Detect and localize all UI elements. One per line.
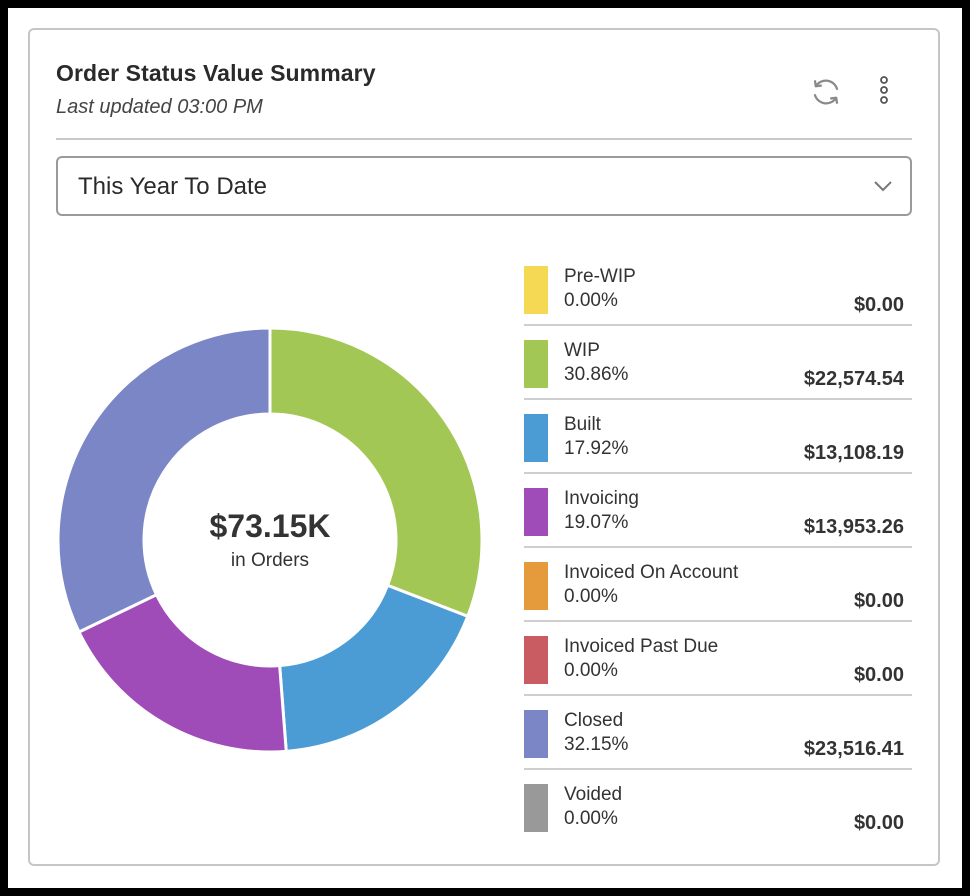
legend-value: $0.00 xyxy=(853,590,904,612)
last-updated-text: Last updated 03:00 PM xyxy=(56,96,263,118)
legend-percent: 19.07% xyxy=(564,512,629,533)
total-orders-value: $73.15K xyxy=(209,508,331,544)
legend-value: $13,953.26 xyxy=(803,516,904,538)
legend-item: WIP 30.86% $22,574.54 xyxy=(524,326,912,400)
legend-value: $23,516.41 xyxy=(803,738,904,760)
widget-title: Order Status Value Summary xyxy=(56,60,376,86)
legend-percent: 17.92% xyxy=(564,438,629,459)
legend-percent: 0.00% xyxy=(564,586,618,607)
legend-item: Built 17.92% $13,108.19 xyxy=(524,400,912,474)
legend-swatch xyxy=(524,562,548,610)
legend-item: Voided 0.00% $0.00 xyxy=(524,770,912,844)
legend-label: Pre-WIP xyxy=(564,266,636,287)
legend-percent: 32.15% xyxy=(564,734,629,755)
legend-label: WIP xyxy=(564,340,600,361)
legend-label: Closed xyxy=(564,710,624,731)
order-status-widget: Order Status Value Summary Last updated … xyxy=(28,28,940,866)
legend-item: Invoiced Past Due 0.00% $0.00 xyxy=(524,622,912,696)
legend-swatch xyxy=(524,784,548,832)
chevron-down-icon xyxy=(874,181,892,192)
legend-swatch xyxy=(524,710,548,758)
legend-label: Voided xyxy=(564,784,623,805)
legend-swatch xyxy=(524,266,548,314)
legend-label: Invoicing xyxy=(564,488,639,509)
legend-percent: 0.00% xyxy=(564,660,618,681)
legend-label: Built xyxy=(564,414,601,435)
chart-legend: Pre-WIP 0.00% $0.00 WIP 30.86% $22,574.54 Buil… xyxy=(524,252,912,844)
date-range-select[interactable]: This Year To Date xyxy=(56,156,912,216)
legend-percent: 30.86% xyxy=(564,364,629,385)
donut-svg xyxy=(56,326,484,754)
legend-swatch xyxy=(524,414,548,462)
legend-value: $22,574.54 xyxy=(803,368,904,390)
donut-slice-wip[interactable] xyxy=(268,326,484,619)
legend-value: $0.00 xyxy=(853,664,904,686)
legend-item: Closed 32.15% $23,516.41 xyxy=(524,696,912,770)
legend-percent: 0.00% xyxy=(564,290,618,311)
legend-label: Invoiced On Account xyxy=(564,562,739,583)
screenshot-frame: Order Status Value Summary Last updated … xyxy=(8,8,962,888)
legend-swatch xyxy=(524,340,548,388)
legend-item: Invoiced On Account 0.00% $0.00 xyxy=(524,548,912,622)
legend-value: $0.00 xyxy=(853,812,904,834)
legend-label: Invoiced Past Due xyxy=(564,636,719,657)
more-vertical-icon[interactable] xyxy=(874,72,894,108)
legend-swatch xyxy=(524,636,548,684)
legend-value: $13,108.19 xyxy=(803,442,904,464)
total-orders-label: in Orders xyxy=(230,550,310,571)
donut-slice-closed[interactable] xyxy=(56,326,272,635)
legend-value: $0.00 xyxy=(853,294,904,316)
date-range-value: This Year To Date xyxy=(78,173,268,200)
donut-slice-built[interactable] xyxy=(278,583,470,753)
donut-chart: $73.15K in Orders xyxy=(56,326,484,754)
legend-percent: 0.00% xyxy=(564,808,618,829)
header-divider xyxy=(56,138,912,140)
refresh-icon[interactable] xyxy=(808,74,844,110)
legend-swatch xyxy=(524,488,548,536)
legend-item: Invoicing 19.07% $13,953.26 xyxy=(524,474,912,548)
legend-item: Pre-WIP 0.00% $0.00 xyxy=(524,252,912,326)
